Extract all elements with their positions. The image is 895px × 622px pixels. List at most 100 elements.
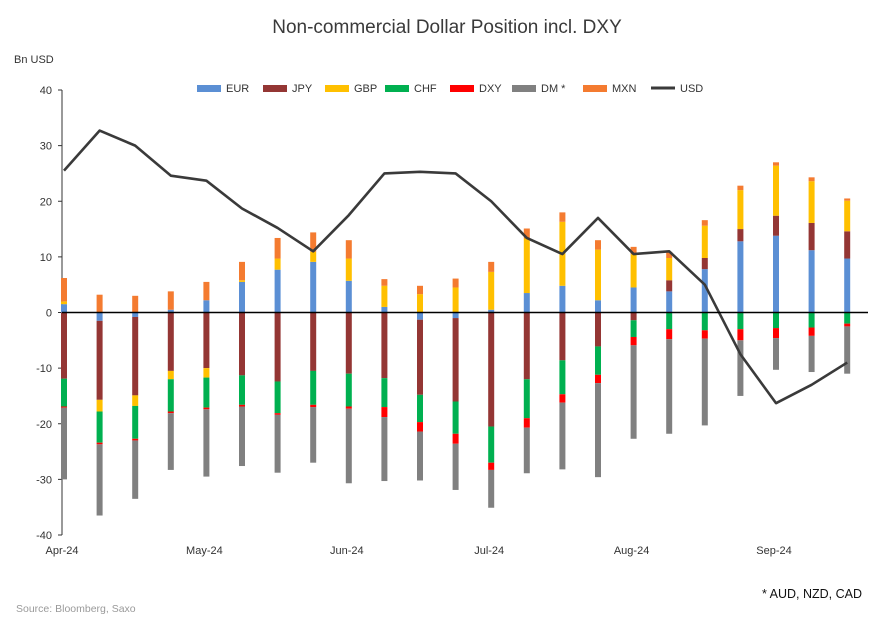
bar-segment bbox=[630, 312, 637, 321]
bar-segment bbox=[96, 294, 103, 313]
bar-segment bbox=[666, 339, 673, 434]
bar-segment bbox=[452, 312, 459, 319]
bar-segment bbox=[274, 414, 281, 473]
y-tick-label: -20 bbox=[36, 419, 52, 431]
bar-segment bbox=[630, 320, 637, 337]
bar-segment bbox=[488, 271, 495, 310]
bar-segment bbox=[239, 404, 245, 407]
bar-segment bbox=[417, 312, 423, 320]
bar-segment bbox=[345, 258, 352, 281]
bar-segment bbox=[381, 407, 388, 418]
legend-label: CHF bbox=[414, 83, 437, 95]
bar-segment bbox=[773, 235, 779, 313]
bar-segment bbox=[523, 293, 530, 313]
bar-segment bbox=[132, 438, 139, 441]
bar-segment bbox=[488, 312, 495, 427]
bar-segment bbox=[808, 327, 815, 336]
bar-segment bbox=[630, 246, 637, 255]
bar-segment bbox=[274, 413, 281, 415]
bar-segment bbox=[96, 320, 103, 400]
bar-segment bbox=[488, 309, 495, 313]
bar-segment bbox=[559, 360, 566, 395]
bar-segment bbox=[239, 261, 245, 281]
footnote: * AUD, NZD, CAD bbox=[762, 587, 862, 601]
legend-label: EUR bbox=[226, 83, 249, 95]
legend-label: GBP bbox=[354, 83, 377, 95]
bar-segment bbox=[61, 406, 67, 408]
bar-segment bbox=[96, 442, 103, 445]
bar-segment bbox=[452, 401, 459, 434]
bar-segment bbox=[381, 312, 388, 379]
bar-segment bbox=[310, 261, 317, 313]
bar-segment bbox=[61, 301, 67, 305]
legend-swatch bbox=[512, 85, 536, 92]
bar-segment bbox=[345, 373, 352, 407]
bar-segment bbox=[310, 312, 317, 371]
bar-segment bbox=[274, 381, 281, 414]
bar-segment bbox=[595, 374, 601, 384]
bar-segment bbox=[808, 177, 815, 182]
bar-segment bbox=[61, 312, 67, 379]
legend-label: DM * bbox=[541, 83, 566, 95]
bar-segment bbox=[773, 328, 779, 339]
bar-segment bbox=[666, 329, 673, 340]
y-tick-label: -40 bbox=[36, 530, 52, 542]
x-tick-label: May-24 bbox=[186, 545, 223, 557]
bar-segment bbox=[310, 407, 317, 463]
usd-line bbox=[63, 129, 848, 405]
legend: EUR JPY GBP CHF DXY DM * MXN USD bbox=[197, 83, 703, 95]
bar-segment bbox=[559, 285, 566, 313]
bar-segment bbox=[737, 190, 744, 230]
bar-segment bbox=[203, 407, 210, 410]
usd-line-path bbox=[63, 129, 848, 405]
bar-segment bbox=[132, 316, 139, 396]
bar-segment bbox=[595, 240, 601, 250]
x-tick-label: Aug-24 bbox=[614, 545, 649, 557]
bar-segment bbox=[167, 379, 174, 412]
bar-segment bbox=[701, 330, 708, 339]
bar-segment bbox=[701, 269, 708, 313]
bar-segment bbox=[96, 399, 103, 412]
bar-segment bbox=[239, 312, 245, 376]
bar-segment bbox=[452, 318, 459, 402]
bar-segment bbox=[701, 220, 708, 226]
bar-segment bbox=[666, 280, 673, 292]
bar-segment bbox=[808, 181, 815, 223]
legend-label: MXN bbox=[612, 83, 637, 95]
x-tick-label: Apr-24 bbox=[45, 545, 78, 557]
bar-segment bbox=[595, 249, 601, 301]
bar-segment bbox=[132, 440, 139, 499]
y-tick-label: 40 bbox=[40, 85, 52, 97]
bar-segment bbox=[452, 287, 459, 313]
bar-segment bbox=[167, 411, 174, 414]
bar-segment bbox=[61, 378, 67, 407]
bar-segment bbox=[274, 312, 281, 382]
bar-segment bbox=[559, 394, 566, 403]
bar-segment bbox=[701, 312, 708, 331]
bar-segment bbox=[630, 254, 637, 288]
bar-segment bbox=[452, 278, 459, 288]
bar-segment bbox=[203, 377, 210, 408]
bar-segment bbox=[737, 229, 744, 242]
bar-segment bbox=[381, 378, 388, 408]
y-tick-label: 0 bbox=[46, 308, 52, 320]
bar-segment bbox=[203, 300, 210, 313]
bar-segment bbox=[345, 312, 352, 374]
bar-segment bbox=[132, 395, 139, 406]
bar-segment bbox=[274, 237, 281, 259]
legend-swatch bbox=[263, 85, 287, 92]
bar-segment bbox=[239, 280, 245, 282]
bar-segment bbox=[274, 258, 281, 270]
bar-segment bbox=[666, 291, 673, 313]
bar-segment bbox=[737, 312, 744, 330]
bar-segment bbox=[523, 312, 530, 380]
bar-segment bbox=[737, 241, 744, 313]
bar-segment bbox=[737, 329, 744, 341]
bar-segment bbox=[844, 198, 851, 201]
bar-segment bbox=[808, 335, 815, 373]
bar-segment bbox=[488, 469, 495, 508]
bar-segment bbox=[381, 285, 388, 307]
bar-segment bbox=[452, 443, 459, 490]
stacked-bars bbox=[61, 162, 851, 516]
bar-segment bbox=[595, 312, 601, 347]
